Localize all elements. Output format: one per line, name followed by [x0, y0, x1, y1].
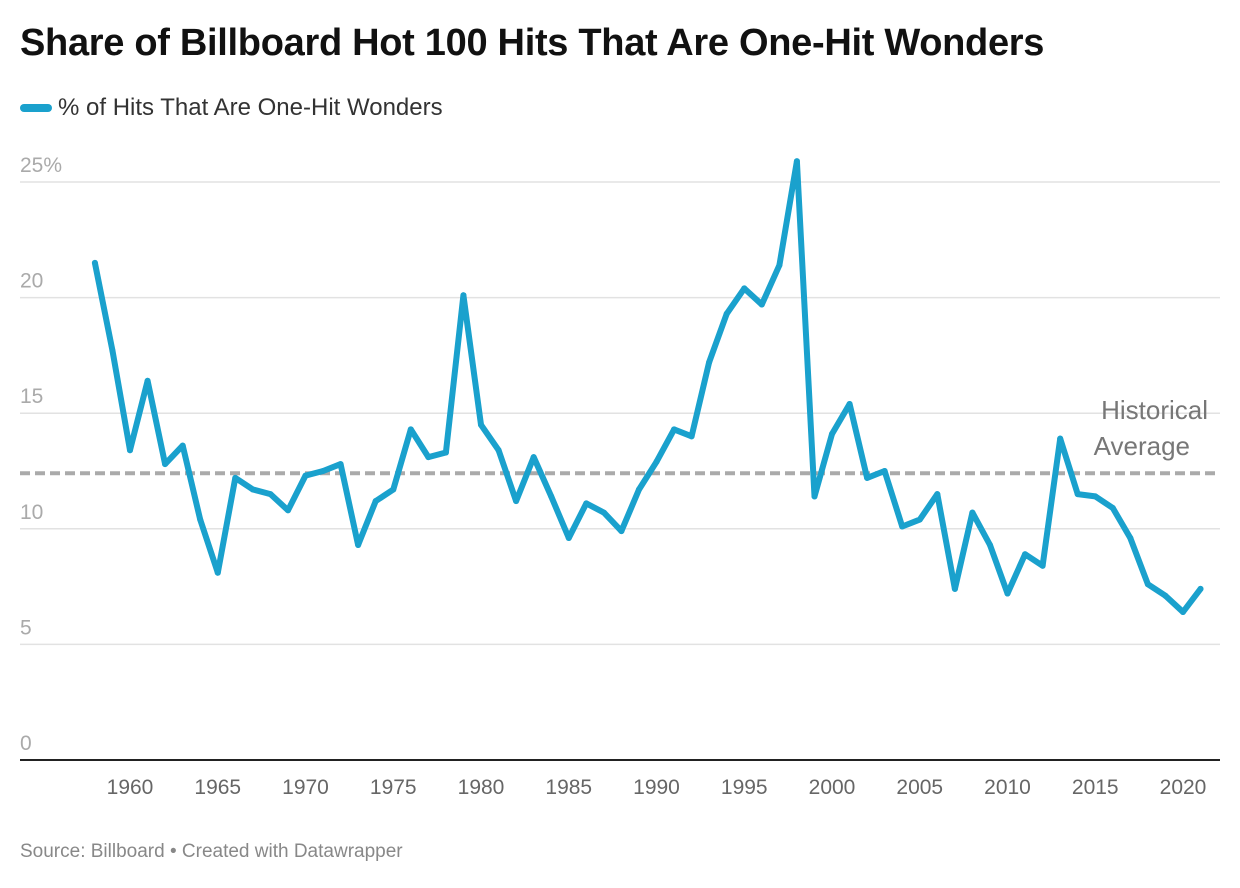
- data-point: [829, 431, 835, 438]
- data-point: [513, 498, 520, 505]
- data-point: [144, 377, 151, 384]
- data-point: [793, 158, 800, 165]
- data-point: [1057, 435, 1064, 442]
- data-point: [583, 500, 590, 507]
- data-point: [688, 433, 695, 440]
- data-point: [671, 426, 678, 433]
- x-tick-label: 1965: [194, 776, 241, 799]
- gridlines: [20, 181, 1220, 646]
- data-point: [741, 285, 748, 292]
- x-tick-label: 1960: [107, 776, 154, 799]
- data-point: [425, 454, 432, 461]
- data-point: [723, 310, 730, 317]
- historical-average-label-2: Average: [1094, 431, 1190, 461]
- data-point: [548, 493, 555, 500]
- data-point: [320, 468, 327, 474]
- data-point: [127, 447, 133, 454]
- data-point: [653, 458, 660, 465]
- data-point: [600, 509, 607, 516]
- data-point: [1074, 491, 1081, 498]
- data-point: [811, 493, 818, 500]
- series-line: [91, 158, 1204, 615]
- x-tick-label: 1980: [458, 776, 505, 799]
- x-tick-label: 1975: [370, 776, 417, 799]
- data-point: [635, 486, 642, 493]
- y-tick-label: 15: [20, 385, 43, 408]
- data-point: [460, 292, 467, 299]
- source-footer: Source: Billboard • Created with Datawra…: [20, 841, 403, 862]
- data-point: [232, 474, 239, 481]
- data-point: [1022, 551, 1029, 558]
- x-tick-label: 2000: [809, 776, 856, 799]
- data-point: [1162, 592, 1169, 599]
- data-point: [881, 468, 888, 474]
- data-point: [986, 541, 993, 548]
- x-tick-label: 2020: [1160, 776, 1207, 799]
- x-tick-label: 1995: [721, 776, 768, 799]
- x-tick-label: 1970: [282, 776, 329, 799]
- legend: % of Hits That Are One-Hit Wonders: [20, 94, 443, 122]
- x-tick-label: 2005: [896, 776, 943, 799]
- data-point: [846, 400, 853, 407]
- data-point: [1039, 562, 1046, 569]
- data-point: [495, 447, 502, 454]
- data-points: [91, 158, 1204, 616]
- data-point: [934, 491, 941, 498]
- y-axis-ticks: 0 5 10 15 20 25%: [20, 154, 62, 755]
- y-tick-label: 10: [20, 501, 43, 524]
- data-point: [1180, 609, 1186, 616]
- chart-title: Share of Billboard Hot 100 Hits That Are…: [20, 22, 1045, 64]
- y-tick-label: 0: [20, 732, 32, 755]
- data-point: [1109, 504, 1116, 511]
- data-point: [302, 472, 309, 479]
- data-point: [618, 528, 625, 535]
- data-point: [249, 486, 256, 493]
- data-point: [197, 516, 204, 523]
- x-axis-ticks: 1960 1965 1970 1975 1980 1985 1990 1995 2000 2005…: [107, 776, 1207, 799]
- data-point: [355, 541, 362, 548]
- y-tick-label: 20: [20, 270, 43, 293]
- y-tick-label: 25%: [20, 154, 62, 177]
- data-point: [1127, 535, 1134, 542]
- data-point: [390, 486, 397, 493]
- data-point: [864, 474, 871, 481]
- legend-swatch: [20, 104, 52, 112]
- data-point: [916, 516, 923, 523]
- x-tick-label: 2015: [1072, 776, 1119, 799]
- legend-label: % of Hits That Are One-Hit Wonders: [58, 94, 443, 121]
- data-point: [1197, 585, 1204, 592]
- data-point: [758, 301, 765, 308]
- y-tick-label: 5: [20, 616, 32, 639]
- data-point: [372, 498, 379, 505]
- data-point: [162, 461, 169, 468]
- data-point: [1092, 493, 1099, 500]
- data-point: [267, 491, 274, 498]
- data-point: [214, 569, 221, 576]
- data-point: [1144, 581, 1151, 588]
- data-point: [565, 535, 572, 542]
- data-point: [1004, 590, 1011, 597]
- data-point: [179, 442, 186, 449]
- data-point: [91, 259, 98, 266]
- x-tick-label: 1985: [545, 776, 592, 799]
- data-point: [706, 359, 713, 366]
- data-point: [337, 461, 344, 468]
- data-point: [530, 454, 537, 461]
- data-point: [109, 347, 116, 354]
- data-point: [478, 421, 484, 428]
- data-point: [951, 585, 958, 592]
- x-tick-label: 1990: [633, 776, 680, 799]
- data-point: [442, 449, 449, 456]
- data-point: [776, 262, 783, 269]
- data-point: [969, 509, 976, 516]
- x-tick-label: 2010: [984, 776, 1031, 799]
- historical-average-label-1: Historical: [1101, 395, 1208, 425]
- data-point: [284, 507, 291, 514]
- data-point: [407, 426, 414, 433]
- data-point: [899, 523, 906, 530]
